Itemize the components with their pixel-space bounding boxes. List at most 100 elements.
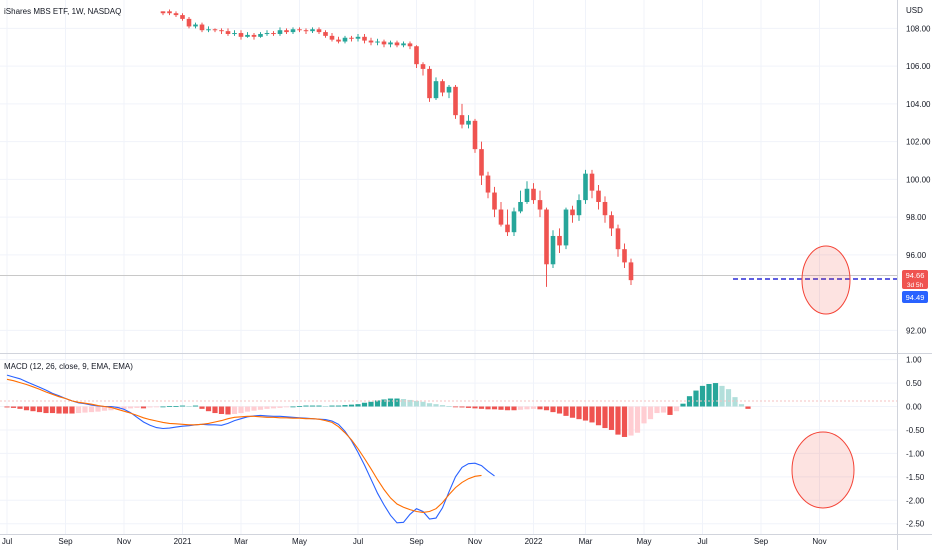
histogram-bar [244,406,251,412]
candlestick-series [160,9,634,287]
candle-body [173,13,179,16]
candle-body [433,81,439,99]
candle-body [180,15,185,19]
histogram-bar [296,406,303,407]
candle-body [206,29,211,31]
histogram-bar [179,405,186,407]
histogram-bar [82,406,88,413]
time-tick-label: 2021 [174,537,192,546]
candle-body [550,235,556,265]
candle-body [297,29,302,31]
histogram-bar [433,404,439,407]
candle-body [381,41,387,45]
candle-body [323,32,328,36]
histogram-bar [335,405,342,407]
candle-body [453,86,458,116]
histogram-bar [537,406,543,410]
candle-body [492,192,497,210]
candle-body [355,36,361,39]
candle-body [511,211,517,233]
time-axis[interactable]: Jul Sep Nov 2021 Mar May Jul Sep Nov 2022 Mar May Ju… [2,537,827,546]
histogram-bar [654,406,660,414]
histogram-bar [407,399,413,407]
histogram-bar [699,385,706,407]
candle-body [570,209,575,216]
histogram-bar [192,405,199,407]
histogram-bar [719,385,725,407]
histogram-bar [628,406,634,436]
histogram-bar [504,406,511,411]
histogram-bar [387,398,394,407]
histogram-bar [582,406,589,421]
highlight-ellipse-price[interactable] [801,245,851,315]
histogram-bar [127,406,134,409]
price-tick-label: 108.00 [906,24,931,33]
histogram-bar [270,406,277,409]
price-axis[interactable]: 108.00 106.00 104.00 102.00 100.00 98.00 96.00… [906,24,931,335]
candle-body [518,201,523,212]
candle-body [368,40,374,43]
histogram-bar [251,406,257,411]
histogram-bar [556,406,563,414]
candle-body [186,18,192,27]
currency-label: USD [906,6,923,15]
candle-body [219,30,224,32]
histogram-bar [550,406,556,413]
time-tick-label: Nov [468,537,482,546]
histogram-bar [413,400,420,407]
histogram-bar [166,406,173,407]
histogram-bar [745,406,751,409]
histogram-bar [231,406,238,414]
histogram-bar [381,399,387,407]
histogram-bar [478,406,485,409]
histogram-bar [400,399,407,407]
histogram-bar [647,406,654,420]
candle-body [193,24,198,27]
histogram-bar [569,406,576,418]
candle-body [394,42,400,46]
line-price-value: 94.49 [906,293,925,302]
price-tick-label: 92.00 [906,326,927,335]
candle-body [407,43,413,47]
line-price-badge: 94.49 [902,291,928,303]
macd-axis[interactable]: 1.00 0.50 0.00 -0.50 -1.00 -1.50 -2.00 -2.50 [906,356,925,529]
candle-body [232,33,237,35]
histogram-bar [602,406,608,429]
candle-body [160,11,166,14]
candle-body [544,209,549,265]
time-tick-label: May [292,537,307,546]
histogram-bar [238,406,244,414]
candle-body [290,29,296,33]
price-tick-label: 96.00 [906,251,927,260]
histogram-bar [420,401,426,407]
macd-tick-label: -2.50 [906,520,925,529]
histogram-bar [576,406,582,420]
price-tick-label: 102.00 [906,138,931,147]
candle-body [485,175,491,193]
candle-body [466,120,471,125]
histogram-bar [491,406,498,410]
candle-body [303,30,309,32]
histogram-bar [173,406,179,407]
bar-countdown: 3d 5h [907,282,924,289]
histogram-bar [283,406,290,408]
last-price-badge: 94.66 3d 5h [902,270,928,289]
candle-body [258,33,263,37]
candle-body [609,215,614,229]
candle-body [615,228,621,250]
histogram-bar [218,406,225,414]
histogram-bar [17,406,23,409]
histogram-bar [75,406,82,414]
candle-body [329,35,335,40]
candle-body [264,33,270,35]
time-tick-label: Jul [353,537,363,546]
histogram-bar [160,406,166,408]
histogram-bar [212,406,218,414]
highlight-ellipse-macd[interactable] [791,431,855,509]
histogram-bar [56,406,62,414]
candle-body [576,200,582,216]
histogram-bar [680,403,686,407]
histogram-bar [355,404,361,407]
symbol-title: iShares MBS ETF, 1W, NASDAQ [4,7,121,16]
